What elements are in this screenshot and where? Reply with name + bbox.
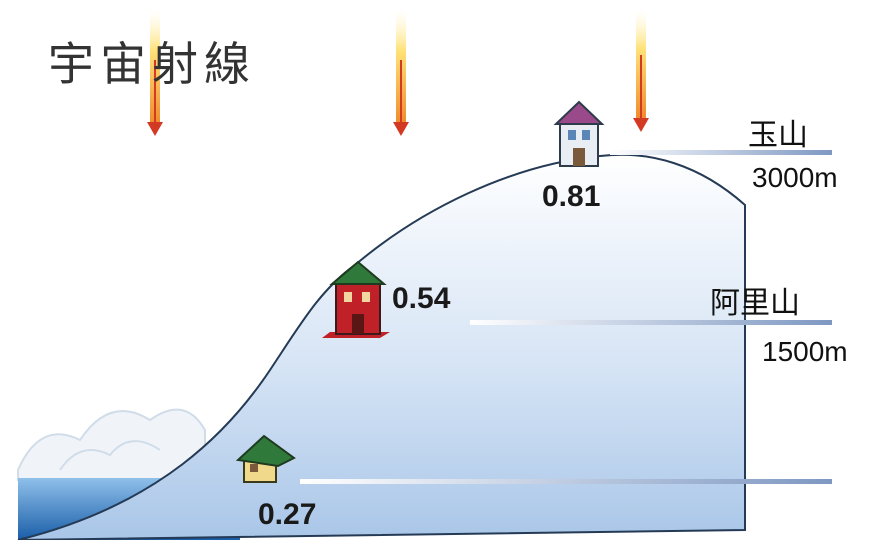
altitude-label-yushan: 3000m <box>752 162 838 193</box>
dose-value-sea-level: 0.27 <box>258 498 317 531</box>
altitude-line-1500 <box>470 320 832 325</box>
dose-value-yushan: 0.81 <box>542 180 601 213</box>
cosmic-ray-arrow-icon <box>393 10 409 136</box>
location-name-alishan: 阿里山 <box>710 286 800 321</box>
diagram-title: 宇宙射線 <box>48 37 256 91</box>
cosmic-ray-arrow-icon <box>147 10 163 136</box>
house-icon <box>322 260 390 338</box>
dose-value-alishan: 0.54 <box>392 282 451 315</box>
house-icon <box>553 100 605 167</box>
cloud-icon <box>17 408 206 481</box>
location-name-yushan: 玉山 <box>748 118 808 153</box>
altitude-label-alishan: 1500m <box>762 336 848 367</box>
altitude-line-3000 <box>610 150 832 155</box>
cosmic-ray-arrow-icon <box>633 10 649 132</box>
house-icon <box>235 434 296 483</box>
altitude-line-sea <box>300 479 832 484</box>
